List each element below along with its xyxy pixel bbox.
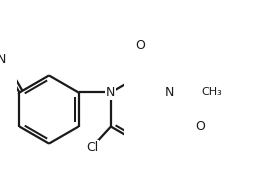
Text: Cl: Cl (86, 140, 98, 153)
Text: O: O (135, 39, 145, 52)
Text: N: N (0, 53, 6, 66)
Text: N: N (165, 86, 175, 99)
Text: CH₃: CH₃ (201, 87, 222, 98)
Text: N: N (106, 86, 115, 99)
Text: O: O (195, 120, 205, 133)
